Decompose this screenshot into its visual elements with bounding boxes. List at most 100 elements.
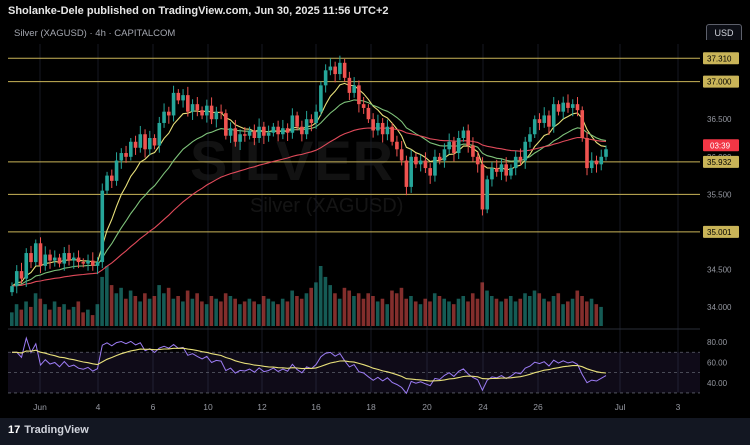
candle-body xyxy=(295,115,299,127)
candle-body xyxy=(342,62,347,78)
volume-bar xyxy=(399,287,404,326)
volume-bar xyxy=(29,306,33,326)
volume-bar xyxy=(532,290,537,326)
volume-bar xyxy=(247,298,252,326)
candle-body xyxy=(357,85,361,105)
volume-bar xyxy=(361,298,366,326)
price-tick-label: 35.500 xyxy=(707,190,732,199)
volume-bar xyxy=(518,298,523,326)
candle-body xyxy=(100,190,105,263)
volume-bar xyxy=(157,285,161,326)
time-tick-label: 20 xyxy=(422,402,432,412)
volume-bar xyxy=(43,304,47,326)
grid-layer xyxy=(39,44,679,392)
volume-bar xyxy=(86,309,90,326)
volume-bar xyxy=(342,287,347,326)
price-chart[interactable]: 34.00034.50035.00035.50036.00036.50037.0… xyxy=(0,0,750,418)
volume-bar xyxy=(114,293,119,326)
candle-body xyxy=(361,104,366,108)
candle-body xyxy=(333,66,337,75)
volume-bar xyxy=(38,298,43,326)
candle-body xyxy=(171,92,176,116)
symbol-legend[interactable]: Silver (XAGUSD) · 4h · CAPITALCOM xyxy=(14,28,176,39)
candle-body xyxy=(48,254,52,261)
candle-body xyxy=(14,271,19,287)
volume-bar xyxy=(185,290,190,326)
candle-body xyxy=(466,130,470,146)
volume-bar xyxy=(475,298,480,326)
candle-body xyxy=(285,128,290,133)
level-tag xyxy=(703,225,739,238)
candle-body xyxy=(290,115,295,133)
ema-slow-line xyxy=(11,127,607,287)
volume-bar xyxy=(485,290,489,326)
candle-body xyxy=(257,126,261,138)
volume-bar xyxy=(81,312,85,326)
volume-bar xyxy=(271,301,275,326)
candle-body xyxy=(409,156,413,187)
volume-bar xyxy=(152,296,157,326)
candle-body xyxy=(214,111,219,120)
candle-body xyxy=(461,130,466,138)
volume-bar xyxy=(109,285,114,326)
candle-body xyxy=(304,119,309,135)
time-tick-label: 16 xyxy=(311,402,321,412)
volume-bar xyxy=(527,296,532,326)
volume-bar xyxy=(523,293,527,326)
volume-bar xyxy=(48,309,52,326)
time-axis: Jun 4 6 10 12 16 18 20 24 26 Jul 3 xyxy=(33,402,680,412)
volume-bar xyxy=(337,298,342,326)
candle-body xyxy=(33,243,38,263)
volume-bar xyxy=(537,293,542,326)
candle-body xyxy=(52,257,57,261)
volume-bar xyxy=(580,296,584,326)
candle-body xyxy=(67,253,71,261)
candle-body xyxy=(490,168,494,180)
candle-body xyxy=(124,153,128,157)
candle-body xyxy=(509,168,513,176)
candle-body xyxy=(19,271,24,279)
candle-body xyxy=(262,126,266,136)
volume-bar xyxy=(10,312,14,326)
candle-body xyxy=(570,104,575,108)
volume-bar xyxy=(285,301,290,326)
time-tick-label: 12 xyxy=(257,402,267,412)
candle-body xyxy=(566,102,570,108)
time-tick-label: 6 xyxy=(151,402,156,412)
volume-bar xyxy=(280,298,285,326)
volume-bar xyxy=(390,290,394,326)
candle-body xyxy=(276,126,280,135)
candle-body xyxy=(395,141,399,150)
price-axis-bg xyxy=(700,40,750,402)
volume-bar xyxy=(565,301,570,326)
candle-body xyxy=(414,156,418,165)
tradingview-logo[interactable]: 17 TradingView xyxy=(8,424,89,436)
candle-body xyxy=(195,104,200,111)
volume-bar xyxy=(513,301,518,326)
level-tag xyxy=(703,75,739,88)
candle-body xyxy=(205,105,209,116)
rsi-tick-label: 60.00 xyxy=(707,358,728,367)
volume-bar xyxy=(318,266,323,326)
volume-bar xyxy=(333,293,337,326)
candle-body xyxy=(475,156,480,165)
candle-body xyxy=(537,119,542,123)
volume-bar xyxy=(437,296,442,326)
candle-body xyxy=(561,102,566,112)
tradingview-mark-icon: 17 xyxy=(8,424,21,436)
volume-bar xyxy=(100,276,104,326)
candle-body xyxy=(494,168,499,172)
candle-body xyxy=(456,138,461,154)
volume-bar xyxy=(494,298,499,326)
volume-bar xyxy=(71,306,76,326)
candle-body xyxy=(528,134,532,142)
candle-body xyxy=(452,141,456,154)
volume-bar xyxy=(223,293,228,326)
candle-body xyxy=(547,115,551,127)
volume-bar xyxy=(347,290,351,326)
time-tick-label: 26 xyxy=(533,402,543,412)
volume-bar xyxy=(451,304,456,326)
volume-bar xyxy=(19,309,24,326)
price-axis: 34.00034.50035.00035.50036.00036.50037.0… xyxy=(700,40,750,402)
rsi-pane xyxy=(8,328,700,395)
